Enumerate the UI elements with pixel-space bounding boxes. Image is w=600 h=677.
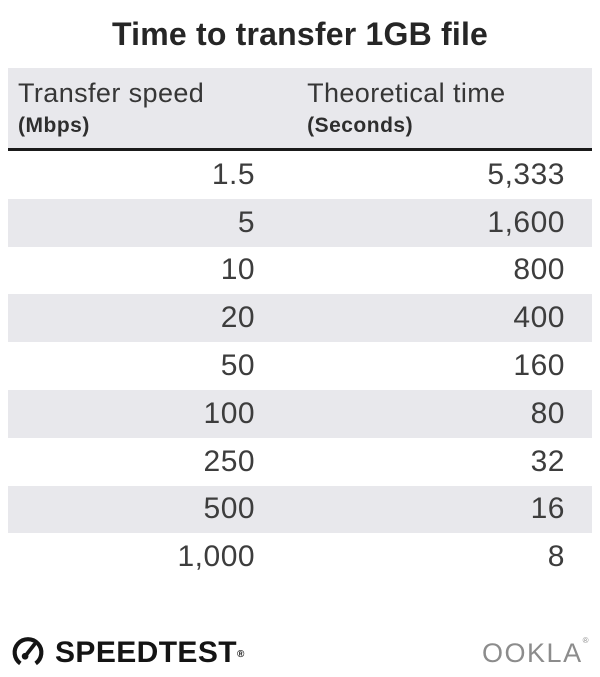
cell-transfer-speed: 50 <box>220 349 256 383</box>
table-body: 1.5 5,333 5 1,600 10 800 20 400 50 160 100 80 250 32 5… <box>8 151 592 581</box>
header-transfer-speed-label: Transfer speed <box>18 78 205 108</box>
ookla-wordmark: OOKLA <box>482 638 583 668</box>
cell-theoretical-time: 1,600 <box>487 205 565 239</box>
header-theoretical-time-unit: (Seconds) <box>307 114 414 137</box>
table-row: 250 32 <box>8 438 592 486</box>
cell-transfer-speed: 10 <box>220 253 256 287</box>
cell-theoretical-time: 8 <box>547 540 565 574</box>
cell-theoretical-time: 5,333 <box>487 157 565 191</box>
cell-transfer-speed: 5 <box>237 205 256 239</box>
table-row: 500 16 <box>8 485 592 534</box>
cell-theoretical-time: 80 <box>530 396 565 430</box>
table-row: 1.5 5,333 <box>8 151 592 199</box>
cell-transfer-speed: 20 <box>220 301 256 335</box>
speedtest-logo: SPEEDTEST® <box>8 630 245 675</box>
table-row: 50 160 <box>8 342 592 390</box>
header-transfer-speed: Transfer speed (Mbps) <box>8 68 297 148</box>
cell-theoretical-time: 800 <box>513 253 565 287</box>
cell-theoretical-time: 16 <box>530 492 565 526</box>
ookla-logo: OOKLA® <box>482 636 590 669</box>
gauge-icon <box>8 630 48 675</box>
table-header-row: Transfer speed (Mbps) Theoretical time (… <box>8 68 592 151</box>
header-theoretical-time-label: Theoretical time <box>307 78 506 108</box>
table-row: 5 1,600 <box>8 198 592 247</box>
cell-theoretical-time: 160 <box>513 349 565 383</box>
registered-mark: ® <box>236 648 245 660</box>
table-row: 1,000 8 <box>8 533 592 581</box>
header-transfer-speed-unit: (Mbps) <box>18 114 90 137</box>
transfer-time-table: Transfer speed (Mbps) Theoretical time (… <box>8 68 592 581</box>
cell-transfer-speed: 1,000 <box>177 540 256 574</box>
cell-transfer-speed: 1.5 <box>211 157 256 191</box>
header-theoretical-time: Theoretical time (Seconds) <box>297 68 592 148</box>
page-title: Time to transfer 1GB file <box>111 16 489 52</box>
table-row: 10 800 <box>8 247 592 295</box>
cell-theoretical-time: 32 <box>530 444 565 478</box>
registered-mark: ® <box>582 636 590 645</box>
speedtest-wordmark: SPEEDTEST® <box>55 635 245 669</box>
cell-transfer-speed: 100 <box>203 396 256 430</box>
cell-theoretical-time: 400 <box>513 301 565 335</box>
cell-transfer-speed: 250 <box>203 444 256 478</box>
table-row: 100 80 <box>8 389 592 438</box>
table-row: 20 400 <box>8 294 592 343</box>
cell-transfer-speed: 500 <box>203 492 256 526</box>
